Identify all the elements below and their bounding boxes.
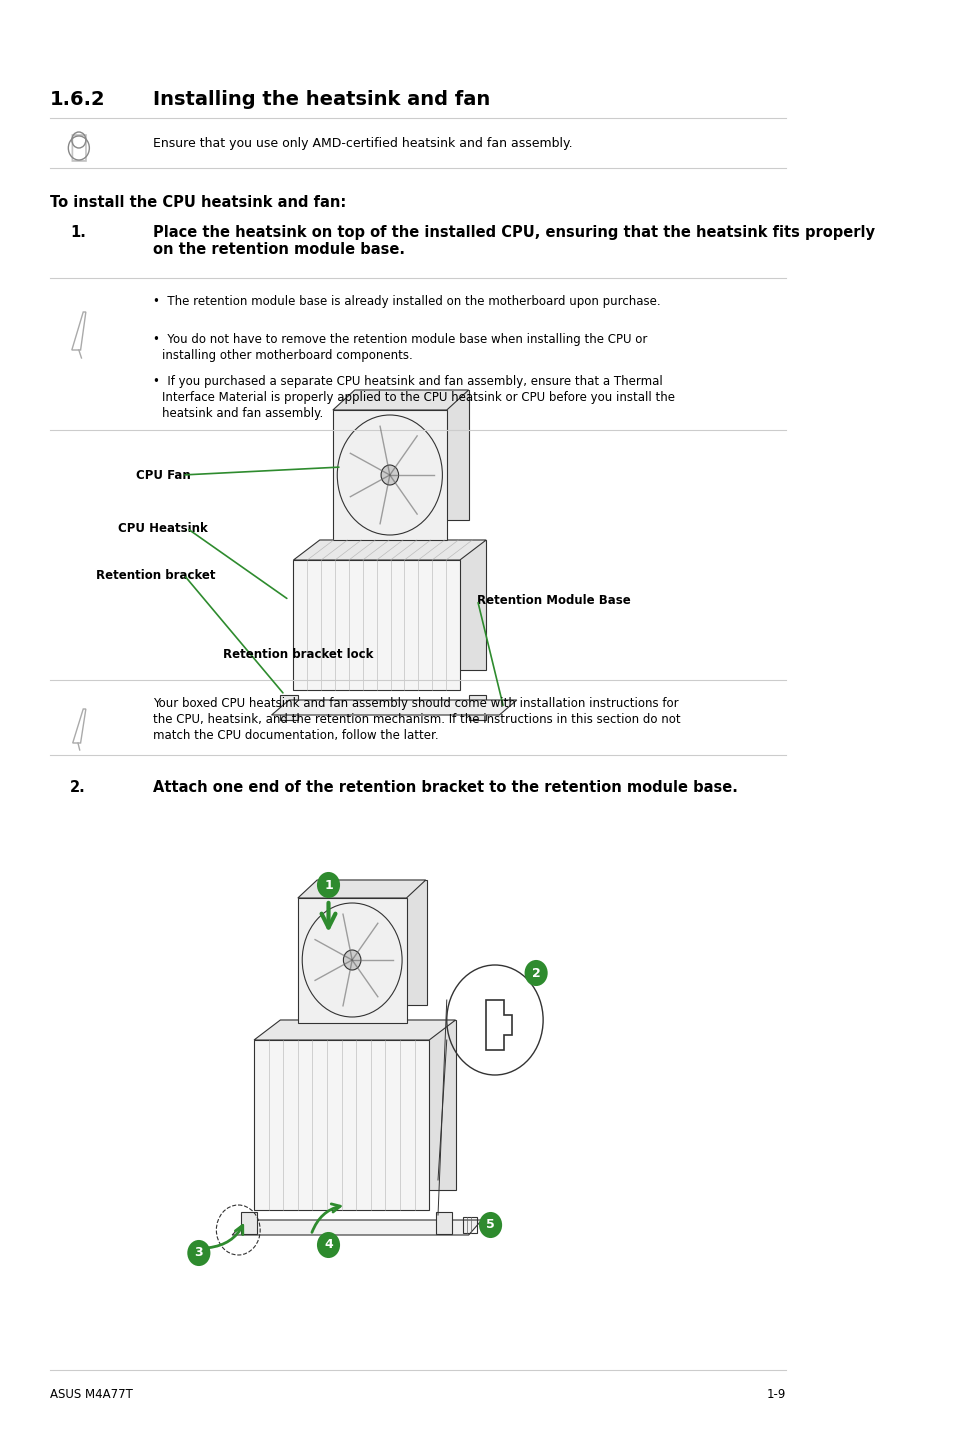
- Text: the CPU, heatsink, and the retention mechanism. If the instructions in this sect: the CPU, heatsink, and the retention mec…: [153, 713, 680, 726]
- Text: 2: 2: [531, 967, 540, 979]
- Text: Place the heatsink on top of the installed CPU, ensuring that the heatsink fits : Place the heatsink on top of the install…: [153, 225, 875, 258]
- Text: To install the CPU heatsink and fan:: To install the CPU heatsink and fan:: [50, 195, 346, 211]
- Text: CPU Fan: CPU Fan: [135, 468, 191, 481]
- Text: 1-9: 1-9: [765, 1389, 785, 1402]
- Text: match the CPU documentation, follow the latter.: match the CPU documentation, follow the …: [153, 729, 438, 742]
- Text: 1.6.2: 1.6.2: [50, 90, 106, 109]
- Text: ASUS M4A77T: ASUS M4A77T: [50, 1389, 132, 1402]
- Polygon shape: [232, 1220, 481, 1234]
- Text: •  The retention module base is already installed on the motherboard upon purcha: • The retention module base is already i…: [153, 295, 660, 308]
- Circle shape: [317, 1233, 338, 1257]
- Bar: [280, 695, 297, 720]
- Text: Installing the heatsink and fan: Installing the heatsink and fan: [153, 90, 490, 109]
- Polygon shape: [280, 1020, 455, 1190]
- Text: 2.: 2.: [70, 780, 86, 795]
- Polygon shape: [253, 1040, 429, 1210]
- Polygon shape: [333, 390, 468, 410]
- Bar: [297, 898, 407, 1022]
- Polygon shape: [272, 700, 517, 715]
- Circle shape: [479, 1213, 500, 1237]
- Polygon shape: [294, 540, 486, 560]
- Text: ✋: ✋: [70, 133, 88, 162]
- Text: 5: 5: [486, 1219, 495, 1232]
- Text: Interface Material is properly applied to the CPU heatsink or CPU before you ins: Interface Material is properly applied t…: [162, 391, 675, 404]
- Circle shape: [380, 465, 398, 485]
- Bar: [436, 1211, 452, 1234]
- Text: 4: 4: [324, 1239, 333, 1252]
- Circle shape: [317, 874, 338, 896]
- Text: Retention bracket: Retention bracket: [96, 569, 215, 581]
- Text: 3: 3: [194, 1246, 203, 1260]
- Circle shape: [525, 961, 546, 985]
- Text: 1: 1: [324, 878, 333, 892]
- Text: •  You do not have to remove the retention module base when installing the CPU o: • You do not have to remove the retentio…: [153, 334, 647, 347]
- Text: Retention Module Base: Retention Module Base: [476, 593, 631, 607]
- Text: Ensure that you use only AMD-certified heatsink and fan assembly.: Ensure that you use only AMD-certified h…: [153, 136, 573, 149]
- Text: Attach one end of the retention bracket to the retention module base.: Attach one end of the retention bracket …: [153, 780, 738, 795]
- Text: 1.: 1.: [70, 225, 86, 241]
- Text: installing other motherboard components.: installing other motherboard components.: [162, 349, 413, 362]
- Text: •  If you purchased a separate CPU heatsink and fan assembly, ensure that a Ther: • If you purchased a separate CPU heatsi…: [153, 375, 662, 388]
- Polygon shape: [319, 540, 486, 670]
- Bar: [468, 695, 486, 720]
- Polygon shape: [253, 1020, 455, 1040]
- Text: heatsink and fan assembly.: heatsink and fan assembly.: [162, 407, 323, 420]
- Text: CPU Heatsink: CPU Heatsink: [118, 521, 208, 534]
- Bar: [333, 410, 446, 540]
- Polygon shape: [294, 560, 459, 690]
- Bar: [316, 881, 426, 1005]
- Text: Your boxed CPU heatsink and fan assembly should come with installation instructi: Your boxed CPU heatsink and fan assembly…: [153, 697, 679, 710]
- Circle shape: [188, 1242, 209, 1264]
- Polygon shape: [297, 881, 425, 898]
- Bar: [355, 390, 468, 520]
- Text: Retention bracket lock: Retention bracket lock: [222, 649, 373, 662]
- Circle shape: [343, 949, 360, 969]
- Bar: [241, 1211, 256, 1234]
